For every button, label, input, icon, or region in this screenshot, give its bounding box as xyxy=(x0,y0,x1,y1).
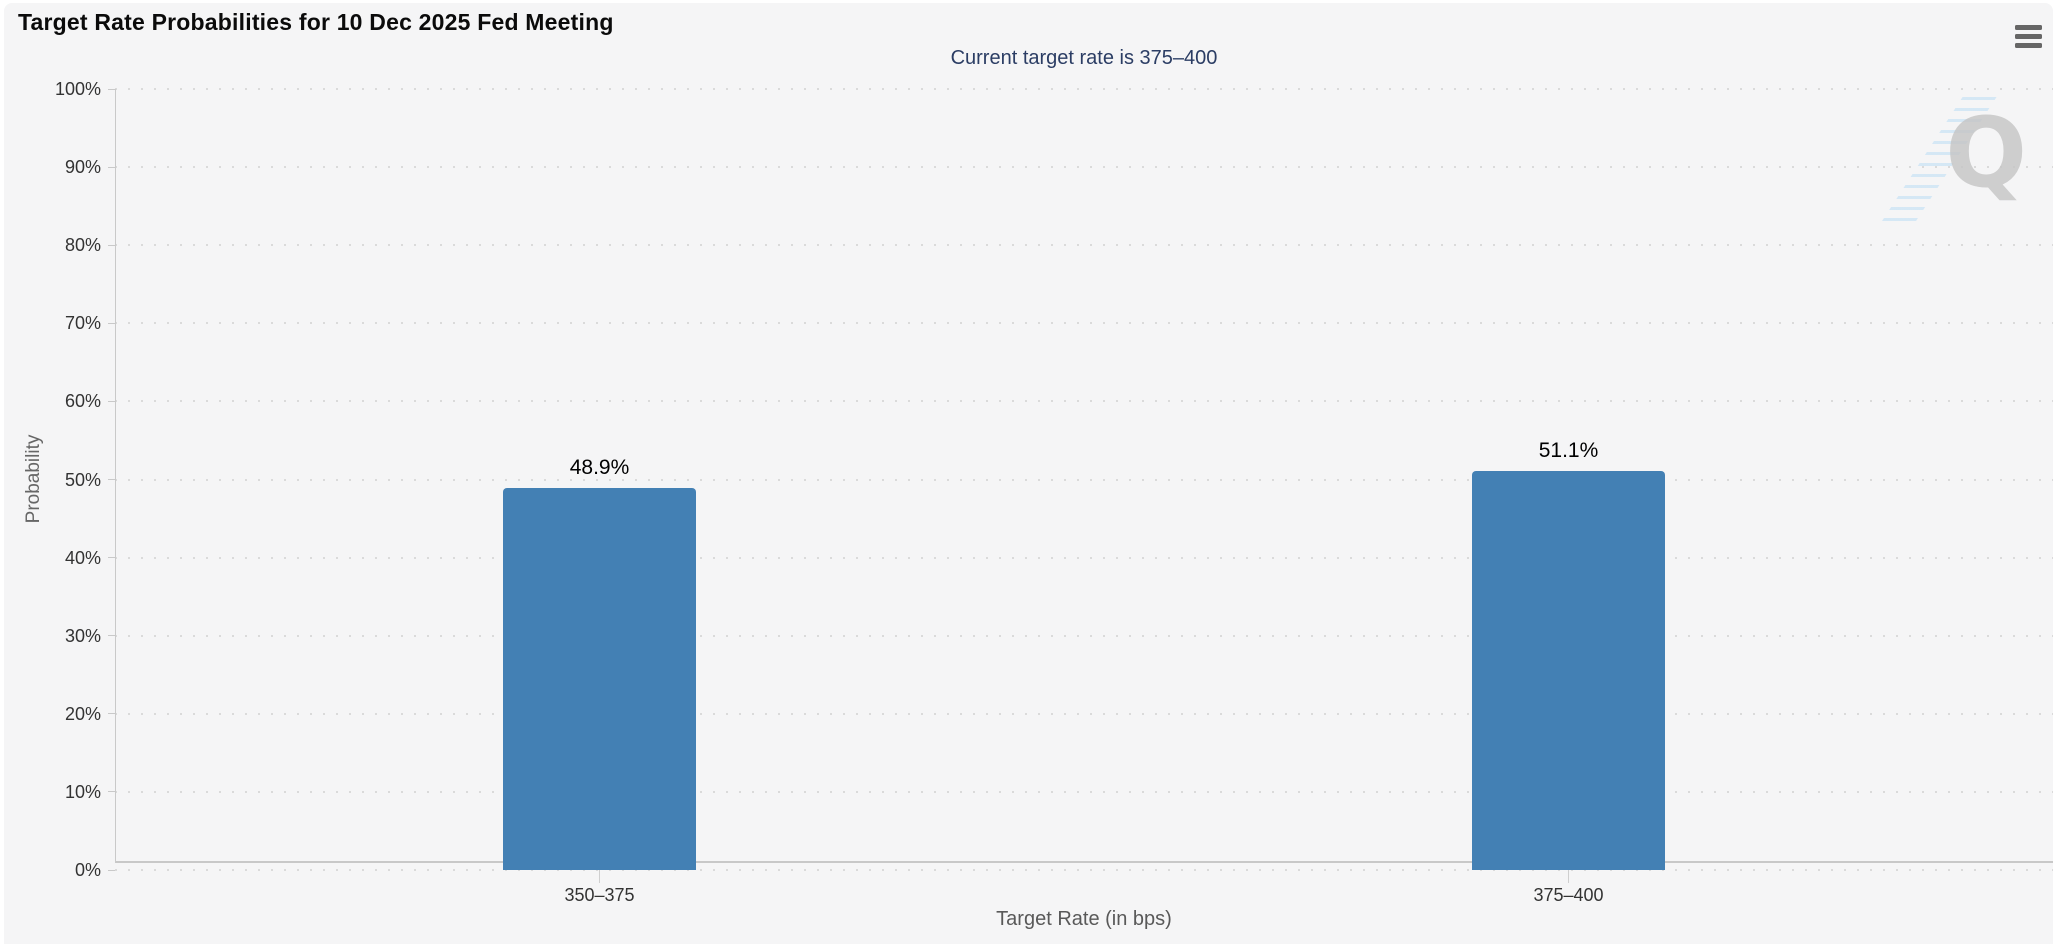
y-tick-label: 30% xyxy=(64,625,101,646)
x-tick-label: 375–400 xyxy=(1533,885,1604,905)
y-tick-mark xyxy=(108,557,115,559)
y-tick-mark xyxy=(108,400,115,402)
x-tick-label: 350–375 xyxy=(564,885,635,905)
x-tick-mark xyxy=(599,870,600,883)
gridline-20 xyxy=(115,712,2053,715)
y-tick-mark xyxy=(108,166,115,168)
y-tick-mark xyxy=(108,713,115,715)
gridline-100 xyxy=(115,88,2053,90)
bar-value-label: 48.9% xyxy=(569,456,630,480)
y-tick-label: 70% xyxy=(64,313,101,334)
y-tick-label: 50% xyxy=(64,469,101,490)
y-tick-mark xyxy=(108,479,115,480)
y-axis-line xyxy=(115,89,116,863)
watermark-q-letter: Q xyxy=(1945,97,2027,209)
gridline-40 xyxy=(115,556,2053,559)
y-tick-mark xyxy=(108,635,115,637)
watermark-logo: Q xyxy=(1879,97,2035,227)
y-tick-mark xyxy=(108,791,115,793)
gridline-30 xyxy=(115,634,2053,637)
chart-context-menu-button[interactable] xyxy=(2011,17,2045,51)
y-tick-label: 0% xyxy=(74,860,101,880)
x-tick-mark xyxy=(1568,870,1569,883)
y-tick-label: 20% xyxy=(64,703,101,724)
chart-title: Target Rate Probabilities for 10 Dec 202… xyxy=(18,9,614,35)
y-tick-mark xyxy=(108,322,115,324)
y-axis-title: Probability xyxy=(23,434,44,524)
y-tick-mark xyxy=(108,244,115,246)
y-tick-mark xyxy=(108,869,115,871)
y-tick-label: 10% xyxy=(64,781,101,802)
y-tick-label: 90% xyxy=(64,157,101,178)
bar-value-label: 51.1% xyxy=(1538,438,1599,462)
x-axis: 350–375 375–400 xyxy=(115,870,2053,910)
y-tick-label: 60% xyxy=(64,391,101,412)
hamburger-icon xyxy=(2014,25,2042,48)
chart-subtitle: Current target rate is 375–400 xyxy=(950,47,1218,69)
y-tick-label: 40% xyxy=(64,547,101,568)
plot-area: Q 48.9% 51.1% xyxy=(115,88,2053,871)
y-tick-label: 80% xyxy=(64,235,101,256)
gridline-50 xyxy=(115,478,2053,481)
x-axis-line xyxy=(115,861,2053,863)
y-axis: 0% 10% 20% 30% 40% 50% 60% 70% 80% 90% 100% xyxy=(4,79,115,880)
gridline-10 xyxy=(115,790,2053,793)
bar-375–400[interactable] xyxy=(1472,470,1665,870)
gridline-90 xyxy=(115,166,2053,169)
bar-350–375[interactable] xyxy=(503,488,696,870)
gridline-80 xyxy=(115,244,2053,247)
chart-panel: Target Rate Probabilities for 10 Dec 202… xyxy=(4,3,2053,944)
y-tick-label: 100% xyxy=(54,79,101,99)
x-axis-title: Target Rate (in bps) xyxy=(996,908,1172,930)
gridline-0 xyxy=(115,869,2053,871)
y-tick-mark xyxy=(108,88,115,90)
gridline-60 xyxy=(115,400,2053,403)
gridline-70 xyxy=(115,322,2053,325)
